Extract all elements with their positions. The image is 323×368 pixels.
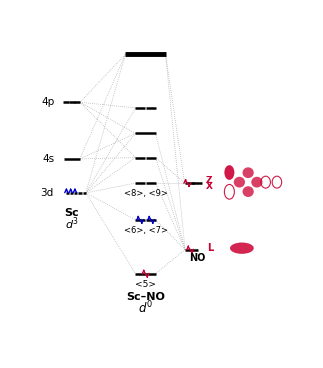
Text: Sc: Sc (64, 208, 79, 218)
Text: 4p: 4p (42, 97, 55, 107)
Text: 3d: 3d (40, 188, 53, 198)
Ellipse shape (243, 186, 254, 197)
Text: $d^3$: $d^3$ (65, 215, 79, 231)
Text: <8>, <9>: <8>, <9> (124, 189, 167, 198)
Text: Sc–NO: Sc–NO (126, 292, 165, 302)
Text: 4s: 4s (42, 154, 55, 164)
Ellipse shape (251, 177, 263, 188)
Ellipse shape (234, 177, 245, 188)
Text: $d^0$: $d^0$ (138, 300, 153, 316)
Text: <5>: <5> (135, 280, 156, 289)
Text: <6>, <7>: <6>, <7> (123, 226, 168, 235)
Text: Z: Z (205, 176, 212, 185)
Text: NO: NO (189, 252, 205, 262)
Text: X: X (205, 182, 213, 191)
Ellipse shape (224, 165, 234, 180)
Ellipse shape (243, 167, 254, 178)
Ellipse shape (230, 243, 254, 254)
Text: L: L (207, 243, 213, 252)
